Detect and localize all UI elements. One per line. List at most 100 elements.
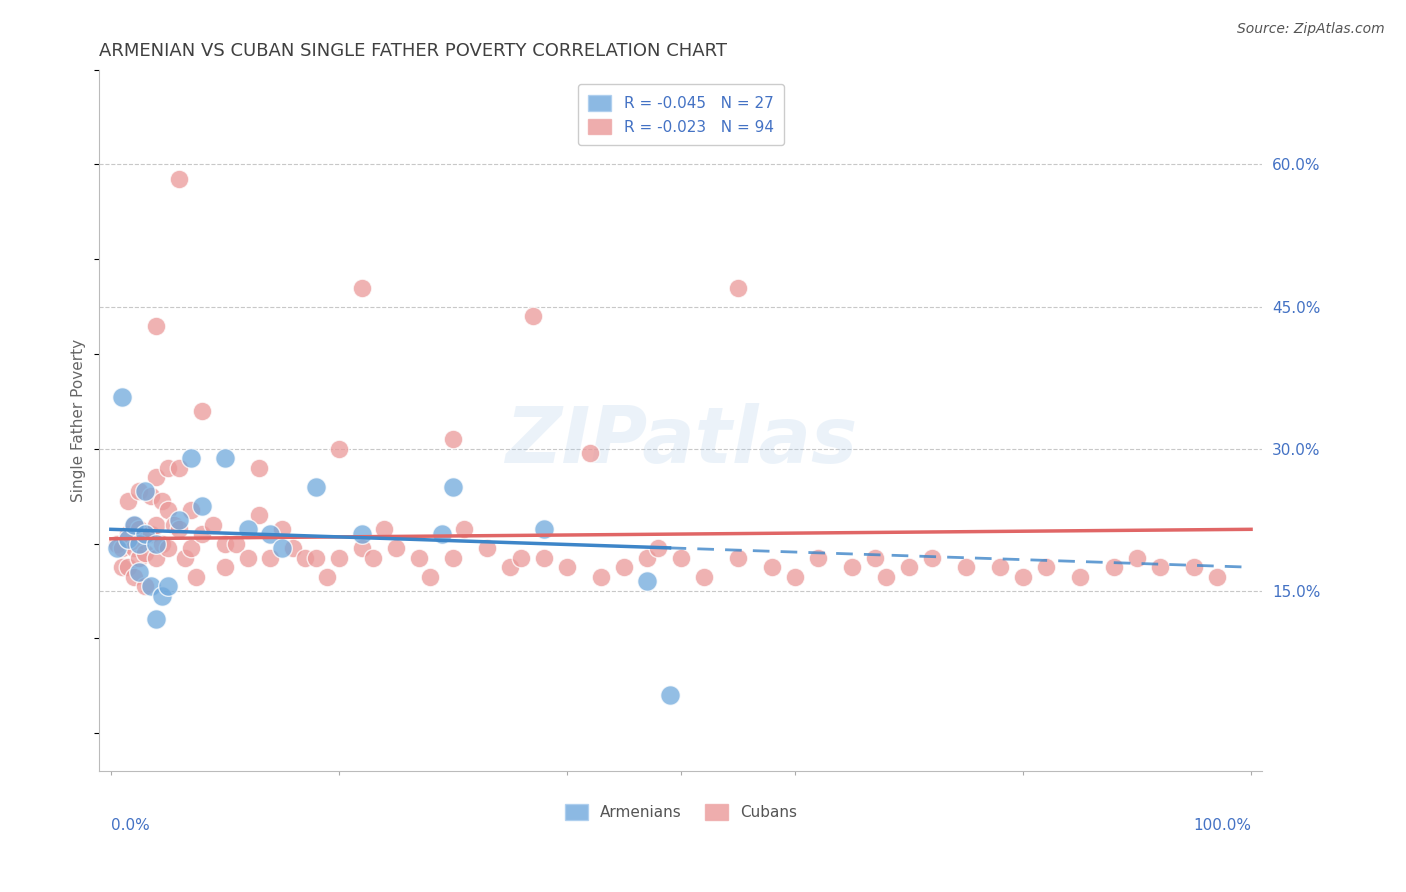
Point <box>1102 560 1125 574</box>
Point <box>305 550 328 565</box>
Point <box>225 536 247 550</box>
Point <box>214 536 236 550</box>
Point <box>647 541 669 556</box>
Point <box>259 527 281 541</box>
Point <box>441 480 464 494</box>
Point <box>247 460 270 475</box>
Point <box>385 541 408 556</box>
Point <box>350 541 373 556</box>
Point <box>156 503 179 517</box>
Point <box>156 579 179 593</box>
Point <box>807 550 830 565</box>
Point <box>727 280 749 294</box>
Point <box>373 522 395 536</box>
Point <box>669 550 692 565</box>
Point <box>122 517 145 532</box>
Point <box>202 517 225 532</box>
Point <box>1035 560 1057 574</box>
Point <box>555 560 578 574</box>
Point <box>247 508 270 522</box>
Point <box>134 527 156 541</box>
Point <box>533 522 555 536</box>
Point <box>145 470 167 484</box>
Point <box>1182 560 1205 574</box>
Point <box>122 541 145 556</box>
Point <box>128 565 150 579</box>
Text: ZIPatlas: ZIPatlas <box>505 403 858 479</box>
Point <box>350 280 373 294</box>
Text: 0.0%: 0.0% <box>111 818 149 833</box>
Point <box>636 574 658 589</box>
Point <box>145 550 167 565</box>
Point <box>761 560 783 574</box>
Point <box>167 522 190 536</box>
Point <box>441 550 464 565</box>
Y-axis label: Single Father Poverty: Single Father Poverty <box>72 339 86 502</box>
Point <box>191 499 214 513</box>
Point <box>475 541 498 556</box>
Point <box>270 522 292 536</box>
Point <box>105 541 128 556</box>
Point <box>191 527 214 541</box>
Point <box>898 560 921 574</box>
Point <box>783 570 806 584</box>
Point <box>117 494 139 508</box>
Point <box>191 404 214 418</box>
Point <box>236 550 259 565</box>
Legend: Armenians, Cubans: Armenians, Cubans <box>558 798 803 827</box>
Point <box>134 546 156 560</box>
Point <box>328 550 350 565</box>
Point <box>305 480 328 494</box>
Point <box>361 550 384 565</box>
Point <box>111 560 134 574</box>
Point <box>162 517 184 532</box>
Point <box>988 560 1011 574</box>
Point <box>186 570 208 584</box>
Point <box>117 532 139 546</box>
Point <box>441 432 464 446</box>
Point <box>316 570 339 584</box>
Point <box>145 318 167 333</box>
Point <box>453 522 475 536</box>
Point <box>259 550 281 565</box>
Point <box>180 503 202 517</box>
Point <box>139 579 162 593</box>
Point <box>214 560 236 574</box>
Text: ARMENIAN VS CUBAN SINGLE FATHER POVERTY CORRELATION CHART: ARMENIAN VS CUBAN SINGLE FATHER POVERTY … <box>100 42 727 60</box>
Point <box>294 550 316 565</box>
Point <box>1149 560 1171 574</box>
Point <box>1069 570 1091 584</box>
Point <box>122 517 145 532</box>
Point <box>150 536 173 550</box>
Point <box>613 560 636 574</box>
Point <box>174 550 197 565</box>
Point <box>863 550 886 565</box>
Point <box>499 560 522 574</box>
Point <box>167 513 190 527</box>
Point <box>921 550 943 565</box>
Point <box>167 171 190 186</box>
Point <box>128 484 150 499</box>
Point <box>408 550 430 565</box>
Point <box>111 390 134 404</box>
Point <box>1205 570 1227 584</box>
Point <box>145 612 167 626</box>
Point <box>430 527 453 541</box>
Point <box>105 536 128 550</box>
Point <box>145 536 167 550</box>
Point <box>117 560 139 574</box>
Point <box>134 484 156 499</box>
Point <box>955 560 977 574</box>
Point <box>636 550 658 565</box>
Point <box>139 489 162 503</box>
Point <box>328 442 350 456</box>
Point <box>591 570 613 584</box>
Point <box>156 460 179 475</box>
Point <box>658 688 681 702</box>
Point <box>236 522 259 536</box>
Point <box>134 527 156 541</box>
Point <box>180 451 202 466</box>
Text: 100.0%: 100.0% <box>1194 818 1251 833</box>
Point <box>727 550 749 565</box>
Point <box>117 527 139 541</box>
